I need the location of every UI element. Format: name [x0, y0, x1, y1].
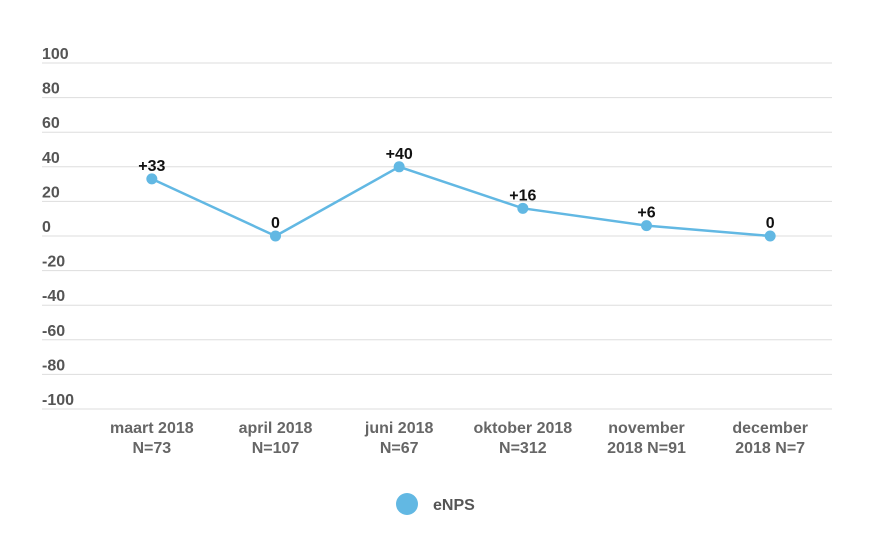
series-line: [151, 165, 771, 238]
x-tick-label-line: N=67: [380, 440, 419, 457]
legend-marker: [396, 493, 418, 515]
y-tick-label: 0: [42, 219, 51, 236]
data-label: 0: [271, 215, 280, 232]
data-label: +40: [386, 146, 413, 163]
x-tick-label: juni 2018 N=67: [364, 420, 434, 457]
data-point: [393, 161, 405, 173]
y-tick-label: -80: [42, 357, 65, 374]
y-tick-label: 100: [42, 46, 69, 63]
y-axis-ticks: 100 80 60 40 20 0 -20 -40 -60 -80 -100: [42, 46, 74, 409]
x-tick-label: april 2018 N=107: [239, 420, 313, 457]
y-tick-label: -100: [42, 392, 74, 409]
x-tick-label-line: N=107: [252, 440, 300, 457]
data-label: 0: [766, 215, 775, 232]
data-point: [146, 173, 158, 185]
data-label: +33: [138, 158, 165, 175]
y-tick-label: 80: [42, 81, 60, 98]
x-tick-label-line: 2018 N=7: [735, 440, 805, 457]
x-tick-label-line: N=73: [132, 440, 171, 457]
series-enps: +33 0 +40 +16 +6 0: [138, 146, 776, 242]
x-tick-label-line: april 2018: [239, 420, 313, 437]
y-tick-label: -40: [42, 288, 65, 305]
data-point: [270, 230, 281, 242]
legend-label-enps: eNPS: [433, 497, 475, 514]
y-tick-label: 60: [42, 115, 60, 132]
x-tick-label-line: 2018 N=91: [607, 440, 686, 457]
x-axis-ticks: maart 2018 N=73 april 2018 N=107 juni 2018 N=…: [110, 420, 808, 457]
y-tick-label: -20: [42, 254, 65, 271]
data-label: +6: [637, 205, 655, 222]
data-label: +16: [509, 187, 536, 204]
x-tick-label: oktober 2018 N=312: [473, 420, 572, 457]
data-point: [641, 220, 652, 232]
x-tick-label-line: november: [608, 420, 684, 437]
y-tick-label: -60: [42, 323, 65, 340]
x-tick-label-line: maart 2018: [110, 420, 194, 437]
y-tick-label: 40: [42, 150, 60, 167]
legend: eNPS: [396, 493, 475, 515]
x-tick-label: december 2018 N=7: [732, 420, 808, 457]
x-tick-label-line: december: [732, 420, 808, 437]
x-tick-label-line: juni 2018: [364, 420, 434, 437]
x-tick-label: november 2018 N=91: [607, 420, 686, 457]
x-tick-label-line: N=312: [499, 440, 547, 457]
data-point: [517, 202, 529, 214]
gridlines: [42, 62, 832, 410]
x-tick-label-line: oktober 2018: [473, 420, 572, 437]
y-tick-label: 20: [42, 184, 60, 201]
data-point: [764, 230, 776, 242]
x-tick-label: maart 2018 N=73: [110, 420, 194, 457]
